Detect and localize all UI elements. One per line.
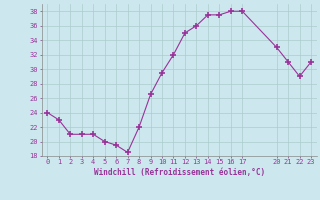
X-axis label: Windchill (Refroidissement éolien,°C): Windchill (Refroidissement éolien,°C) — [94, 168, 265, 177]
